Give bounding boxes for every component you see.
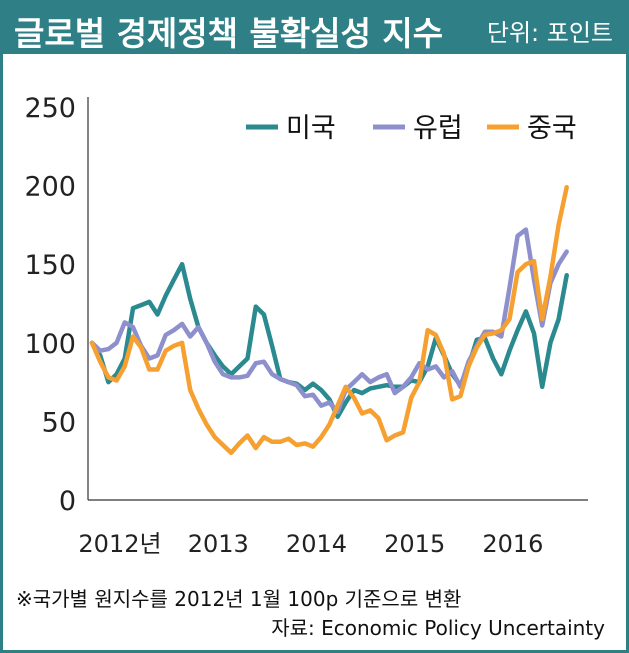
header-bar: 글로벌 경제정책 불확실성 지수 단위: 포인트 [0,0,629,54]
footnote-basis: ※국가별 원지수를 2012년 1월 100p 기준으로 변환 [16,587,462,611]
y-tick-label: 100 [24,329,76,360]
x-tick-label: 2013 [188,530,249,558]
series-line-2 [89,184,569,456]
legend-label-1: 유럽 [413,113,463,144]
x-tick-label: 2012년 [78,530,161,558]
y-tick-label: 150 [24,250,76,281]
series-line-1 [89,227,569,415]
axes [87,97,588,501]
chart-title: 글로벌 경제정책 불확실성 지수 [14,14,444,53]
y-tick-label: 250 [24,93,76,124]
y-tick-label: 200 [24,172,76,203]
legend-label-2: 중국 [527,113,577,144]
series-line-0 [89,261,569,419]
y-tick-label: 0 [59,486,76,517]
x-tick-label: 2015 [384,530,445,558]
unit-label: 단위: 포인트 [486,19,613,47]
x-tick-labels: 2012년 2013 2014 2015 2016 [78,530,543,558]
line-chart: 0 50 100 150 200 250 2012년 2013 2014 2015 2016 미국… [24,93,588,558]
y-tick-labels: 0 50 100 150 200 250 [24,93,76,517]
series-lines [89,184,569,456]
x-tick-label: 2014 [286,530,347,558]
x-tick-label: 2016 [482,530,543,558]
legend-label-0: 미국 [286,113,336,144]
legend: 미국 유럽 중국 [246,113,577,144]
y-tick-label: 50 [42,407,76,438]
footnote-source: 자료: Economic Policy Uncertainty [271,616,605,640]
